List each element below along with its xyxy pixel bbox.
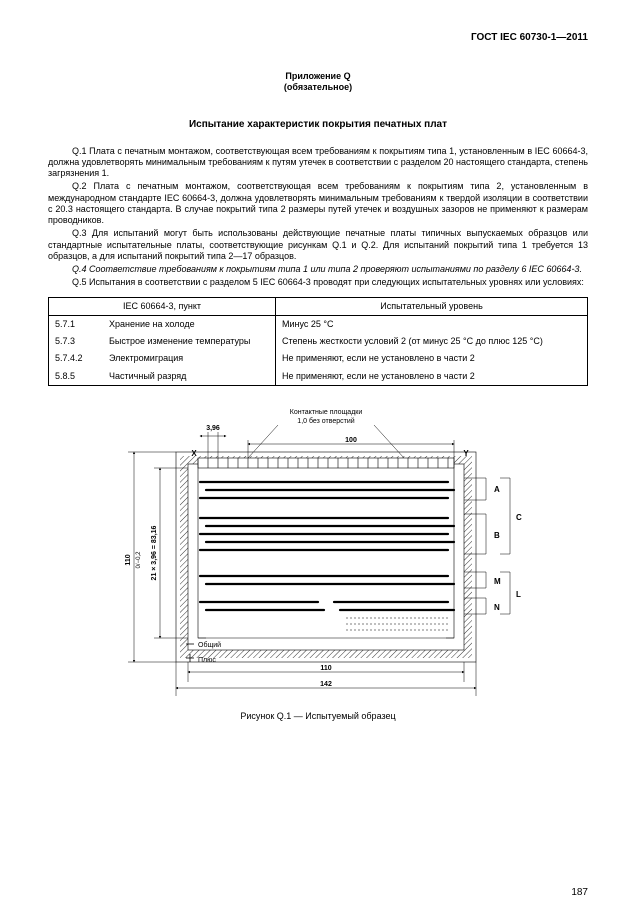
table-cell: Не применяют, если не установлено в част…	[276, 368, 588, 386]
figure-label-common: Общий	[198, 641, 221, 649]
table-cell: Минус 25 °С	[276, 315, 588, 333]
table-cell: 5.8.5	[49, 368, 104, 386]
table-cell: 5.7.3	[49, 333, 104, 350]
figure-label-plus: Плюс	[198, 657, 216, 664]
table-header-right: Испытательный уровень	[276, 297, 588, 315]
table-cell: Частичный разряд	[103, 368, 276, 386]
annex-subtitle: (обязательное)	[48, 82, 588, 93]
figure-q1: Общий Плюс Контактные площадки 1,0 без о…	[98, 400, 538, 723]
dim-21: 21 × 3,96 = 83,16	[151, 525, 158, 580]
dim-110h: 110	[320, 665, 331, 672]
figure-svg: Общий Плюс Контактные площадки 1,0 без о…	[98, 400, 538, 700]
figure-caption: Рисунок Q.1 — Испытуемый образец	[98, 711, 538, 722]
table-row: 5.7.4.2 Электромиграция Не применяют, ес…	[49, 350, 588, 367]
dim-110v: 110	[125, 554, 132, 565]
annex-title: Приложение Q	[48, 71, 588, 82]
mark-L: L	[516, 590, 521, 599]
dim-100: 100	[345, 437, 357, 444]
doc-header: ГОСТ IEC 60730-1—2011	[48, 32, 588, 45]
mark-Y: Y	[463, 449, 469, 458]
mark-C: C	[516, 513, 522, 522]
para-q1: Q.1 Плата с печатным монтажом, соответст…	[48, 146, 588, 180]
table-cell: 5.7.4.2	[49, 350, 104, 367]
table-header-left: IEC 60664-3, пункт	[49, 297, 276, 315]
table-cell: Степень жесткости условий 2 (от минус 25…	[276, 333, 588, 350]
table-row: 5.7.3 Быстрое изменение температуры Степ…	[49, 333, 588, 350]
figure-top-label-1: Контактные площадки	[290, 409, 363, 416]
section-title: Испытание характеристик покрытия печатны…	[48, 119, 588, 132]
dim-142: 142	[320, 681, 332, 688]
dim-0-0-2: 0/−0,2	[136, 551, 142, 569]
table-cell: Не применяют, если не установлено в част…	[276, 350, 588, 367]
figure-top-label-2: 1,0 без отверстий	[297, 417, 354, 425]
body-text: Q.1 Плата с печатным монтажом, соответст…	[48, 146, 588, 289]
table-row: 5.7.1 Хранение на холоде Минус 25 °С	[49, 315, 588, 333]
mark-B: B	[494, 531, 500, 540]
mark-N: N	[494, 603, 500, 612]
para-q2: Q.2 Плата с печатным монтажом, соответст…	[48, 181, 588, 226]
para-q5: Q.5 Испытания в соответствии с разделом …	[48, 277, 588, 288]
para-q4: Q.4 Соответствие требованиям к покрытиям…	[48, 264, 588, 275]
mark-M: M	[494, 577, 501, 586]
levels-table: IEC 60664-3, пункт Испытательный уровень…	[48, 297, 588, 386]
table-cell: Быстрое изменение температуры	[103, 333, 276, 350]
table-row: 5.8.5 Частичный разряд Не применяют, есл…	[49, 368, 588, 386]
table-cell: Хранение на холоде	[103, 315, 276, 333]
table-cell: 5.7.1	[49, 315, 104, 333]
mark-A: A	[494, 485, 500, 494]
table-cell: Электромиграция	[103, 350, 276, 367]
page-number: 187	[571, 887, 588, 900]
para-q3: Q.3 Для испытаний могут быть использован…	[48, 228, 588, 262]
mark-X: X	[191, 449, 197, 458]
dim-3-96: 3,96	[206, 425, 220, 432]
